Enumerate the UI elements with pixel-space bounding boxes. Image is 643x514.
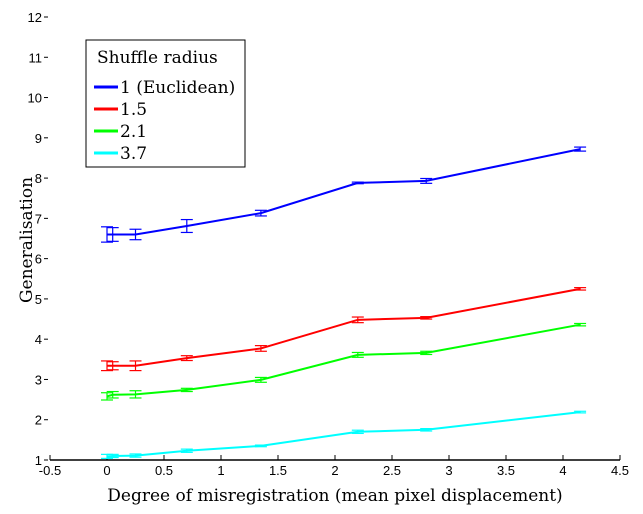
legend-title: Shuffle radius [97, 48, 218, 68]
y-axis-label: Generalisation [17, 177, 37, 303]
x-tick-label: -0.5 [39, 463, 61, 478]
series-4 [101, 410, 587, 459]
x-tick-label: 4.5 [611, 463, 629, 478]
series-1 [101, 146, 587, 243]
series-group [101, 146, 587, 459]
legend-entry: 1.5 [120, 100, 147, 120]
y-tick-label: 8 [35, 171, 42, 186]
series-3 [101, 322, 587, 401]
y-tick-label: 10 [28, 91, 42, 106]
y-tick-label: 12 [28, 10, 42, 25]
x-tick-label: 1 [217, 463, 224, 478]
y-tick-label: 11 [29, 50, 43, 65]
legend-entry: 1 (Euclidean) [120, 78, 235, 98]
x-tick-label: 0 [103, 463, 110, 478]
series-2 [101, 287, 587, 372]
x-tick-label: 2 [331, 463, 338, 478]
x-tick-label: 3.5 [497, 463, 515, 478]
y-tick-label: 4 [35, 332, 42, 347]
x-tick-label: 3 [445, 463, 452, 478]
y-tick-label: 7 [35, 211, 42, 226]
x-axis-label: Degree of misregistration (mean pixel di… [107, 486, 562, 506]
y-tick-label: 1 [35, 453, 42, 468]
y-tick-label: 6 [35, 252, 42, 267]
y-tick-label: 9 [35, 131, 42, 146]
series-line [106, 411, 581, 458]
series-line [106, 323, 581, 398]
series-line [107, 287, 581, 367]
x-tick-label: 1.5 [269, 463, 287, 478]
legend-entry: 3.7 [120, 144, 147, 164]
x-tick-label: 0.5 [155, 463, 173, 478]
legend-entry: 2.1 [120, 122, 147, 142]
y-tick-label: 2 [35, 413, 42, 428]
series-line [107, 148, 581, 236]
legend: Shuffle radius 1 (Euclidean)1.52.13.7 [85, 39, 246, 168]
y-tick-label: 5 [35, 292, 42, 307]
x-tick-label: 2.5 [383, 463, 401, 478]
y-tick-label: 3 [35, 372, 42, 387]
x-tick-label: 4 [559, 463, 566, 478]
legend-box [85, 39, 246, 168]
